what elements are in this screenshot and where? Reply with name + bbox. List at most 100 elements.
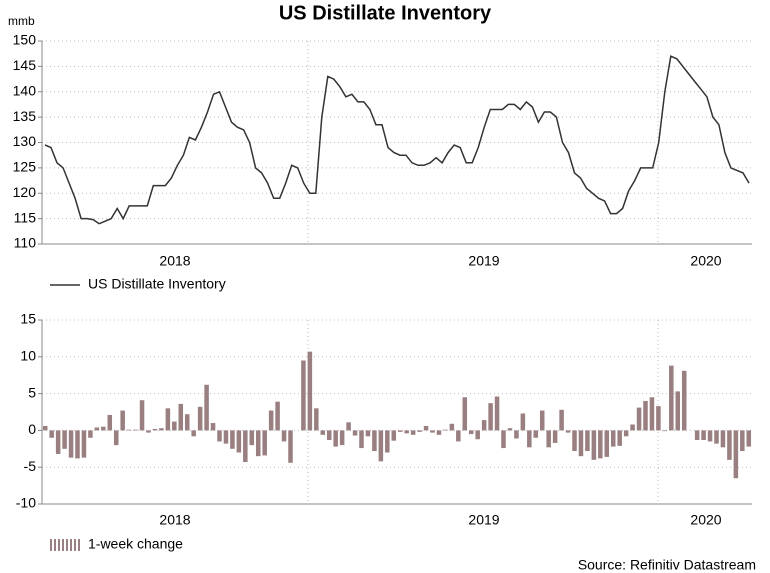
bar	[436, 430, 442, 435]
bar	[681, 370, 687, 431]
bar	[378, 430, 384, 462]
bar	[88, 430, 93, 438]
bar	[197, 406, 203, 431]
legend-swatch	[70, 539, 72, 551]
bar	[572, 430, 577, 452]
bar	[604, 430, 610, 457]
y-tick-label: -5	[24, 458, 37, 474]
bar	[94, 427, 100, 431]
bar	[333, 430, 338, 447]
bar	[107, 414, 113, 431]
y-tick-label: 15	[20, 311, 36, 327]
bar	[120, 410, 125, 431]
bar	[236, 430, 242, 453]
bar	[578, 430, 584, 457]
bar	[740, 430, 745, 452]
x-label: 2019	[468, 253, 499, 269]
bar	[133, 429, 138, 431]
y-unit: mmb	[8, 14, 35, 28]
legend-swatch	[62, 539, 64, 551]
y-tick-label: 120	[13, 184, 37, 200]
bar	[249, 430, 255, 446]
y-tick-label: 125	[13, 159, 37, 175]
bar	[643, 400, 648, 431]
bar	[68, 430, 74, 458]
bar	[126, 429, 132, 431]
bar	[42, 425, 48, 431]
y-tick-label: 0	[28, 421, 36, 437]
line	[44, 55, 750, 225]
bar	[649, 397, 655, 431]
bar	[404, 430, 409, 434]
bar	[585, 430, 590, 452]
bar	[443, 429, 448, 431]
bar	[694, 430, 700, 440]
bar	[139, 400, 145, 431]
bar	[81, 430, 87, 458]
y-tick-label: 135	[13, 108, 37, 124]
bar	[184, 414, 190, 431]
bar	[165, 408, 171, 431]
bar	[301, 360, 306, 431]
bar	[591, 430, 597, 460]
x-label: 2018	[159, 253, 190, 269]
bar	[656, 406, 661, 431]
bar	[501, 430, 506, 449]
bar	[514, 430, 519, 439]
bar	[507, 428, 513, 431]
bar	[281, 430, 287, 442]
bar	[617, 430, 622, 446]
bar	[623, 430, 629, 437]
legend-swatch	[78, 539, 80, 551]
legend-swatch	[54, 539, 56, 551]
bar	[178, 403, 184, 431]
bar	[346, 422, 351, 431]
bar	[230, 430, 235, 449]
bar	[391, 430, 397, 441]
bar	[533, 430, 539, 438]
bar	[610, 430, 616, 447]
y-tick-label: 150	[13, 32, 37, 48]
bar	[217, 430, 222, 442]
bar	[326, 430, 332, 440]
bar	[701, 430, 706, 440]
bar	[714, 430, 719, 444]
bar	[456, 430, 461, 442]
bar	[172, 421, 177, 431]
bar	[468, 430, 474, 435]
bar	[630, 424, 635, 431]
bar	[159, 428, 164, 431]
bar	[75, 430, 80, 459]
bar	[720, 430, 726, 448]
bar	[397, 430, 403, 432]
bar	[55, 430, 61, 454]
bar	[488, 403, 493, 431]
bar	[539, 410, 545, 431]
bar	[49, 430, 54, 438]
source: Source: Refinitiv Datastream	[578, 557, 756, 573]
y-tick-label: 110	[14, 235, 37, 251]
bar	[410, 430, 416, 435]
y-tick-label: 140	[13, 82, 37, 98]
chart-title: US Distillate Inventory	[279, 2, 492, 24]
y-tick-label: -10	[16, 495, 36, 511]
y-tick-label: 10	[20, 348, 36, 364]
x-label: 2018	[159, 512, 190, 528]
legend-swatch	[66, 539, 68, 551]
bar	[598, 430, 603, 459]
bar	[101, 426, 106, 431]
bar	[210, 423, 216, 431]
bar	[546, 430, 551, 448]
bar	[352, 430, 358, 436]
bar	[365, 430, 371, 437]
bar	[675, 391, 681, 431]
bar	[223, 430, 229, 444]
x-label: 2020	[690, 512, 721, 528]
bar	[527, 430, 532, 448]
y-tick-label: 145	[13, 57, 37, 73]
legend-swatch	[74, 539, 76, 551]
bar	[255, 430, 261, 457]
bar	[423, 425, 429, 431]
bar	[385, 430, 390, 453]
